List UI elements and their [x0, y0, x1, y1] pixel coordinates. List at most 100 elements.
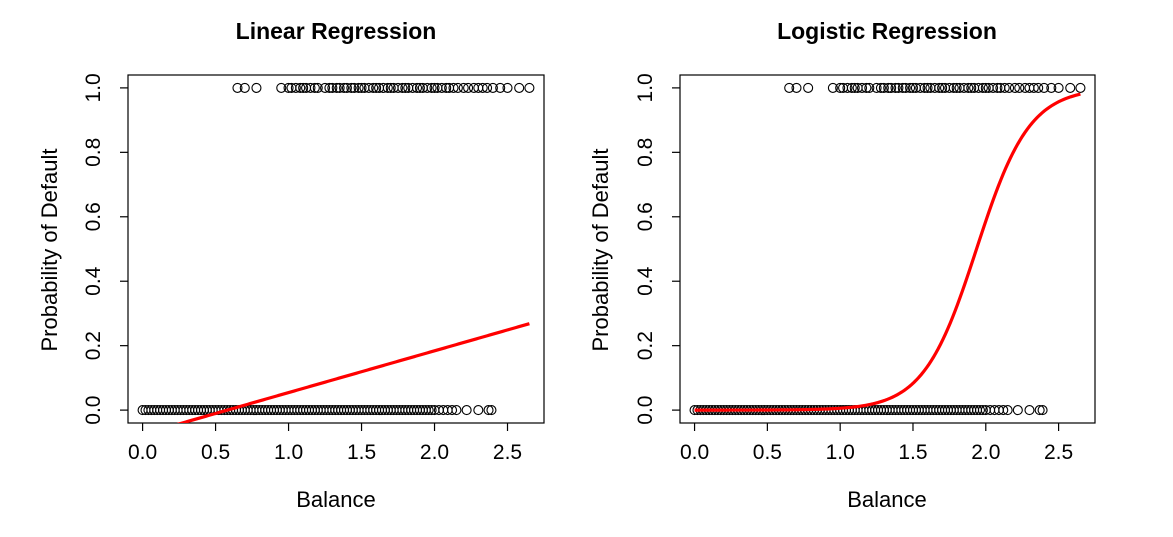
data-point	[429, 82, 440, 93]
x-tick-label: 1.0	[826, 441, 855, 464]
data-point	[276, 82, 287, 93]
data-point	[473, 405, 484, 416]
data-point	[1033, 82, 1044, 93]
y-tick-label: 0.6	[82, 202, 105, 231]
data-point	[958, 82, 969, 93]
data-point	[1004, 82, 1015, 93]
data-point	[448, 82, 459, 93]
data-point	[922, 82, 933, 93]
data-point	[411, 82, 423, 93]
data-point	[966, 82, 977, 93]
y-tick-label: 1.0	[634, 73, 657, 102]
data-point	[441, 82, 452, 93]
data-point	[426, 405, 437, 416]
x-tick-label: 0.0	[680, 441, 709, 464]
data-point	[486, 405, 497, 416]
data-point	[948, 82, 959, 93]
data-point	[1002, 405, 1013, 416]
data-point	[487, 82, 498, 93]
x-tick-label: 2.5	[493, 441, 522, 464]
data-point	[382, 82, 393, 93]
data-point	[309, 82, 320, 93]
data-point	[482, 82, 493, 93]
data-point	[846, 82, 857, 93]
data-point	[341, 82, 352, 93]
y-axis-label: Probability of Default	[588, 149, 613, 352]
plot-frame	[127, 74, 545, 424]
data-point	[886, 82, 897, 93]
x-axis-label: Balance	[847, 487, 927, 512]
data-point	[232, 82, 243, 93]
data-point	[495, 82, 506, 93]
data-point	[900, 82, 911, 93]
data-point	[1009, 82, 1020, 93]
data-point	[1046, 82, 1057, 93]
data-point	[1024, 405, 1035, 416]
data-point	[905, 82, 916, 93]
data-point	[875, 82, 886, 93]
data-points	[689, 82, 1086, 416]
data-point	[392, 82, 404, 93]
fit-line	[176, 322, 530, 423]
fit-line	[694, 92, 1081, 412]
data-point	[251, 82, 262, 93]
x-tick-label: 1.0	[274, 441, 303, 464]
x-tick-label: 0.5	[201, 441, 230, 464]
x-tick-label: 2.5	[1044, 441, 1073, 464]
data-point	[842, 82, 853, 93]
y-tick-label: 0.6	[634, 202, 657, 231]
x-axis-label: Balance	[296, 487, 376, 512]
panel-title: Linear Regression	[236, 18, 437, 44]
data-point	[998, 405, 1009, 416]
x-tick-label: 1.5	[347, 441, 376, 464]
data-point	[446, 405, 458, 416]
data-point	[973, 82, 984, 93]
data-point	[907, 82, 919, 93]
y-tick-label: 0.0	[82, 396, 105, 425]
data-point	[827, 82, 838, 93]
data-points	[137, 82, 535, 416]
data-point	[349, 82, 360, 93]
data-point	[791, 82, 802, 93]
x-tick-label: 0.0	[128, 441, 157, 464]
data-point	[784, 82, 795, 93]
plot-frame	[679, 74, 1096, 424]
data-point	[977, 82, 988, 93]
data-point	[856, 82, 868, 93]
data-point	[992, 82, 1003, 93]
data-point	[295, 82, 306, 93]
data-point	[999, 82, 1010, 93]
data-point	[436, 82, 447, 93]
data-point	[861, 82, 872, 93]
data-point	[283, 82, 294, 93]
logistic-regression-panel: Logistic Regression Balance Probability …	[588, 18, 1096, 512]
linear-regression-panel: Linear Regression Balance Probability of…	[37, 18, 545, 512]
data-point	[371, 82, 382, 93]
data-point	[878, 82, 889, 93]
data-point	[452, 82, 463, 93]
data-point	[871, 82, 882, 93]
data-point	[980, 82, 991, 93]
data-point	[951, 82, 962, 93]
data-point	[400, 82, 411, 93]
data-point	[320, 82, 331, 93]
data-point	[849, 82, 860, 93]
data-point	[461, 405, 472, 416]
data-point	[835, 82, 846, 93]
data-point	[988, 82, 999, 93]
data-point	[934, 82, 945, 93]
panel-title: Logistic Regression	[777, 18, 997, 44]
data-point	[919, 82, 930, 93]
y-tick-label: 0.8	[634, 138, 657, 167]
data-point	[385, 82, 396, 93]
data-point	[963, 82, 974, 93]
data-point	[346, 82, 357, 93]
data-point	[974, 405, 986, 416]
data-point	[334, 82, 345, 93]
data-point	[239, 82, 250, 93]
data-point	[327, 82, 338, 93]
data-point	[458, 82, 469, 93]
data-point	[353, 82, 364, 93]
data-point	[368, 82, 379, 93]
